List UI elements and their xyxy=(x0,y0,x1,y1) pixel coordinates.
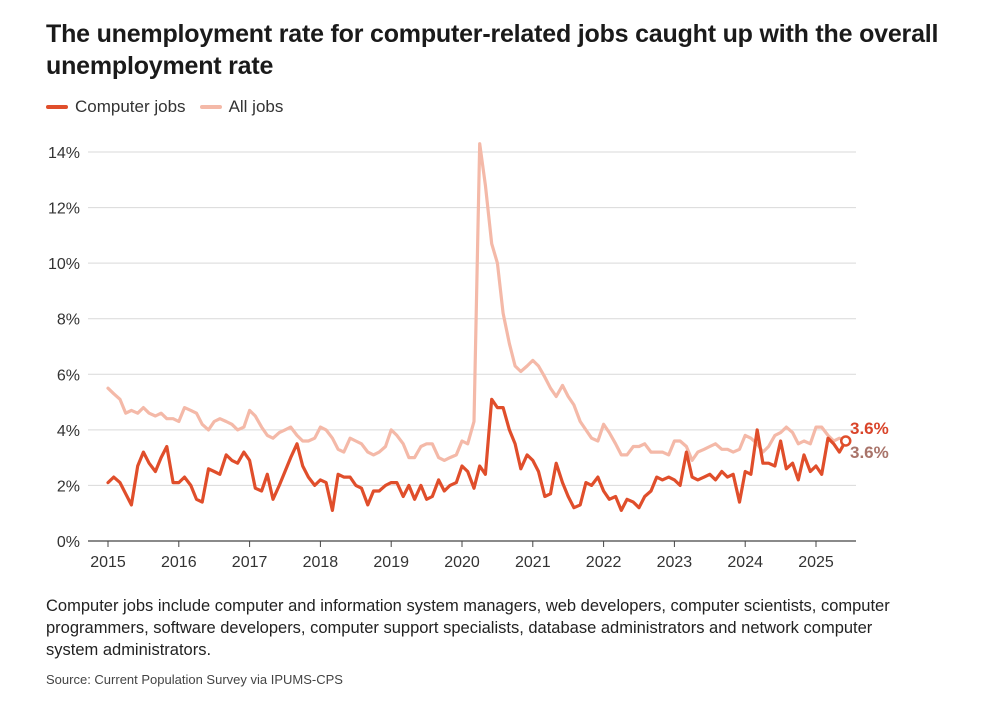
legend-swatch-all-jobs xyxy=(199,105,222,109)
x-axis: 2015 2016 2017 2018 2019 2020 2021 2022 2023 2024… xyxy=(90,541,834,571)
y-tick-label: 12% xyxy=(48,201,80,218)
x-tick-label: 2025 xyxy=(798,554,834,571)
y-tick-label: 6% xyxy=(57,367,80,384)
y-tick-label: 2% xyxy=(57,478,80,495)
end-labels: 3.6% 3.6% xyxy=(839,419,889,462)
y-tick-label: 14% xyxy=(48,145,80,162)
y-axis: 0% 2% 4% 6% 8% 10% 12% 14% xyxy=(48,145,80,551)
legend-label-all-jobs: All jobs xyxy=(228,97,284,116)
x-tick-label: 2022 xyxy=(586,554,622,571)
x-tick-label: 2016 xyxy=(161,554,197,571)
y-tick-label: 8% xyxy=(57,312,80,329)
x-tick-label: 2024 xyxy=(727,554,763,571)
series-line-all-jobs xyxy=(106,142,848,462)
line-chart: 0% 2% 4% 6% 8% 10% 12% 14% 2015 2016 2017 2018 2019… xyxy=(48,142,889,571)
chart-title: The unemployment rate for computer-relat… xyxy=(46,20,939,80)
legend-swatch-computer-jobs xyxy=(46,105,68,109)
y-tick-label: 4% xyxy=(57,423,80,440)
chart-legend: Computer jobs All jobs xyxy=(46,97,297,117)
x-tick-label: 2017 xyxy=(232,554,268,571)
legend-label-computer-jobs: Computer jobs xyxy=(75,97,186,116)
end-point-marker xyxy=(839,435,852,447)
x-tick-label: 2021 xyxy=(515,554,551,571)
series-lines xyxy=(106,142,848,512)
y-tick-label: 0% xyxy=(57,534,80,551)
x-tick-label: 2023 xyxy=(657,554,693,571)
end-label-all-jobs: 3.6% xyxy=(850,443,889,462)
x-tick-label: 2019 xyxy=(373,554,409,571)
series-line-computer-jobs xyxy=(106,397,848,512)
legend-item-computer-jobs: Computer jobs xyxy=(46,97,186,117)
end-label-computer-jobs: 3.6% xyxy=(850,419,889,438)
y-tick-label: 10% xyxy=(48,256,80,273)
legend-item-all-jobs: All jobs xyxy=(199,97,284,117)
chart-footnote: Computer jobs include computer and infor… xyxy=(46,597,890,659)
x-tick-label: 2015 xyxy=(90,554,126,571)
x-tick-label: 2020 xyxy=(444,554,480,571)
chart-source: Source: Current Population Survey via IP… xyxy=(46,672,343,687)
x-tick-label: 2018 xyxy=(303,554,339,571)
